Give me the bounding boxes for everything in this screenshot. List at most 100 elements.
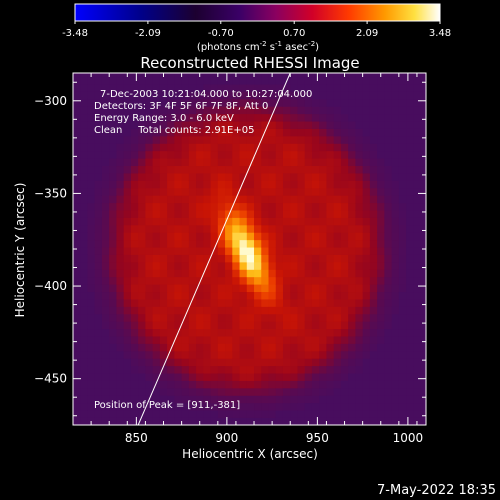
heatmap-cell (152, 358, 161, 367)
heatmap-cell (210, 158, 219, 167)
heatmap-cell (398, 239, 407, 248)
heatmap-cell (109, 128, 117, 137)
heatmap-cell (384, 358, 393, 367)
heatmap-cell (377, 261, 385, 270)
heatmap-cell (167, 217, 175, 226)
heatmap-cell (196, 91, 204, 100)
heatmap-cell (261, 239, 269, 248)
heatmap-cell (326, 202, 335, 211)
heatmap-cell (326, 417, 335, 425)
heatmap-cell (290, 402, 298, 411)
heatmap-cell (326, 306, 335, 315)
heatmap-cell (340, 150, 349, 159)
heatmap-cell (225, 113, 233, 122)
heatmap-cell (391, 373, 400, 381)
heatmap-cell (232, 106, 240, 115)
heatmap-cell (101, 121, 110, 129)
heatmap-cell (73, 143, 81, 152)
heatmap-cell (123, 195, 132, 204)
heatmap-cell (377, 402, 385, 411)
heatmap-cell (94, 247, 103, 255)
heatmap-cell (326, 343, 335, 352)
heatmap-cell (159, 143, 168, 152)
heatmap-cell (268, 84, 277, 92)
heatmap-cell (203, 150, 211, 159)
heatmap-cell (304, 373, 313, 381)
heatmap-cell (377, 224, 385, 233)
heatmap-cell (282, 291, 291, 300)
heatmap-cell (130, 135, 139, 144)
heatmap-cell (246, 254, 255, 263)
heatmap-cell (159, 395, 168, 404)
heatmap-cell (254, 135, 262, 144)
heatmap-cell (369, 143, 378, 152)
heatmap-cell (87, 224, 96, 233)
heatmap-cell (217, 313, 226, 322)
heatmap-cell (326, 165, 335, 174)
heatmap-cell (340, 328, 349, 337)
heatmap-cell (145, 173, 154, 181)
heatmap-cell (275, 328, 284, 337)
heatmap-cell (297, 239, 306, 248)
heatmap-cell (384, 328, 393, 337)
heatmap-cell (319, 98, 327, 107)
heatmap-cell (101, 247, 110, 255)
heatmap-cell (355, 150, 364, 159)
heatmap-cell (384, 313, 393, 322)
heatmap-cell (297, 276, 306, 285)
heatmap-cell (355, 202, 364, 211)
heatmap-cell (159, 284, 168, 293)
heatmap-cell (188, 395, 197, 404)
heatmap-cell (188, 202, 197, 211)
heatmap-cell (413, 247, 421, 255)
heatmap-cell (217, 373, 226, 381)
heatmap-cell (275, 380, 284, 389)
heatmap-cell (333, 187, 342, 196)
heatmap-cell (123, 143, 132, 152)
heatmap-cell (239, 210, 248, 218)
heatmap-cell (239, 98, 248, 107)
heatmap-cell (355, 91, 364, 100)
heatmap-cell (268, 121, 277, 129)
heatmap-cell (275, 402, 284, 411)
heatmap-cell (123, 121, 132, 129)
heatmap-cell (167, 150, 175, 159)
heatmap-cell (181, 121, 190, 129)
heatmap-cell (333, 350, 342, 359)
heatmap-cell (188, 380, 197, 389)
heatmap-cell (326, 395, 335, 404)
heatmap-cell (94, 365, 103, 374)
heatmap-cell (311, 269, 320, 278)
heatmap-cell (167, 254, 175, 263)
heatmap-cell (406, 202, 414, 211)
heatmap-cell (217, 232, 226, 241)
heatmap-cell (326, 180, 335, 189)
heatmap-cell (369, 343, 378, 352)
heatmap-cell (73, 365, 81, 374)
heatmap-cell (246, 202, 255, 211)
heatmap-cell (319, 395, 327, 404)
heatmap-cell (355, 417, 364, 425)
heatmap-cell (311, 173, 320, 181)
heatmap-cell (188, 261, 197, 270)
heatmap-cell (319, 173, 327, 181)
heatmap-cell (246, 284, 255, 293)
heatmap-cell (73, 202, 81, 211)
heatmap-cell (87, 276, 96, 285)
heatmap-cell (398, 276, 407, 285)
heatmap-cell (319, 217, 327, 226)
heatmap-cell (109, 254, 117, 263)
heatmap-cell (268, 202, 277, 211)
heatmap-cell (369, 313, 378, 322)
heatmap-cell (225, 150, 233, 159)
heatmap-cell (210, 306, 219, 315)
heatmap-cell (145, 232, 154, 241)
heatmap-cell (377, 395, 385, 404)
heatmap-cell (196, 76, 204, 85)
heatmap-cell (101, 195, 110, 204)
heatmap-cell (420, 224, 426, 233)
heatmap-cell (319, 150, 327, 159)
heatmap-cell (130, 247, 139, 255)
heatmap-cell (268, 373, 277, 381)
heatmap-cell (254, 165, 262, 174)
